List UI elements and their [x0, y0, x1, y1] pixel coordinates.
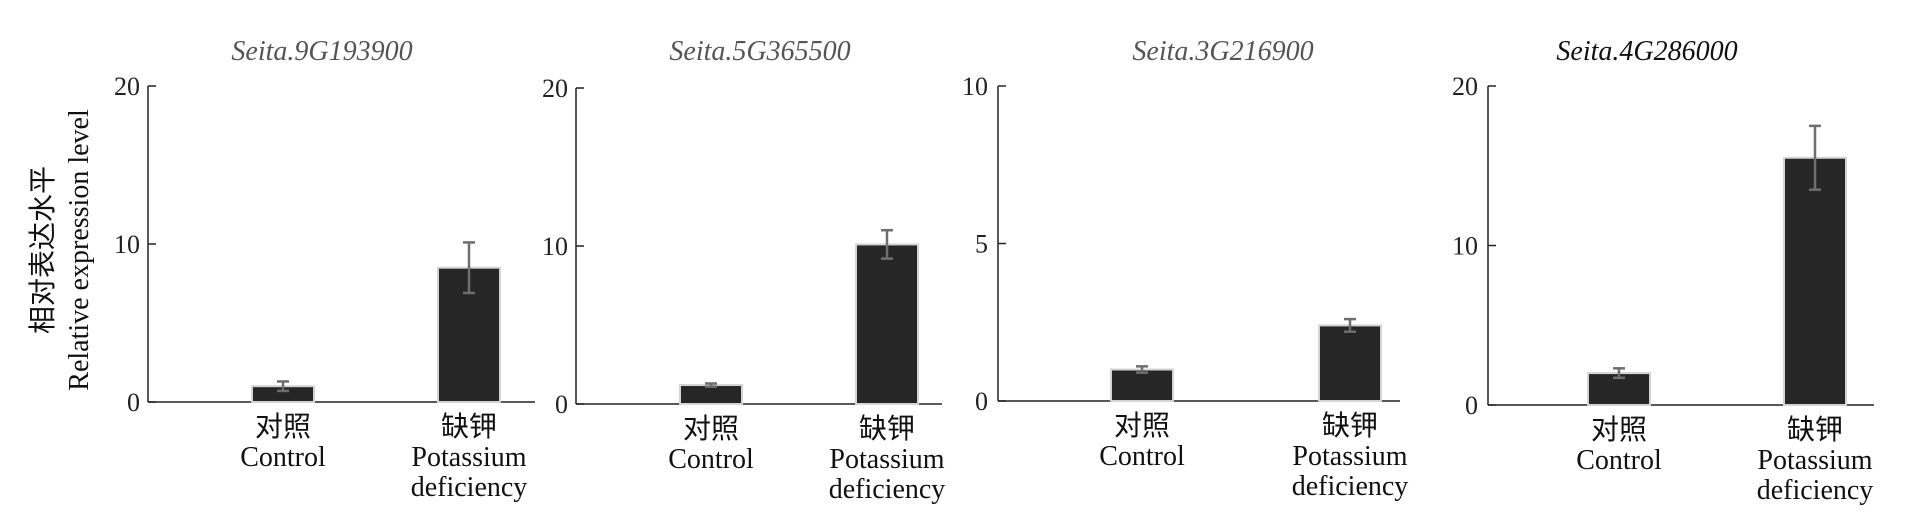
category-label-en: Potassium: [1757, 445, 1872, 476]
category-label-zh: 缺钾: [1322, 410, 1378, 442]
bar-control: [679, 384, 743, 406]
y-tick-label: 10: [962, 72, 988, 101]
category-label-zh: 对照: [683, 413, 739, 445]
bar-potassium-deficiency: [1318, 324, 1382, 402]
bar-control: [1110, 368, 1174, 402]
category-label-en: Control: [1099, 441, 1185, 472]
chart-title: Seita.9G193900: [231, 36, 412, 67]
y-tick-label: 10: [114, 230, 140, 259]
y-tick-label: 0: [1465, 391, 1478, 420]
y-tick-label: 0: [975, 387, 988, 416]
y-axis-label-zh: 相对表达水平: [27, 166, 59, 334]
bar-potassium-deficiency: [1783, 156, 1847, 406]
category-label-zh: 缺钾: [859, 413, 915, 445]
y-tick-label: 20: [1452, 72, 1478, 101]
category-label-en: Potassium: [411, 442, 526, 473]
bar-potassium-deficiency: [855, 243, 919, 405]
chart-title: Seita.4G286000: [1556, 36, 1737, 67]
y-axis-label: 相对表达水平 Relative expression level: [27, 109, 95, 391]
category-label-zh: 对照: [255, 411, 311, 443]
category-label-zh: 缺钾: [441, 411, 497, 443]
category-label-zh: 缺钾: [1787, 414, 1843, 446]
chart-panels: Seita.9G19390001020对照Control缺钾Potassiumd…: [114, 36, 1874, 506]
category-label-zh: 对照: [1114, 410, 1170, 442]
category-label-en: deficiency: [411, 472, 528, 503]
category-label-en: deficiency: [1292, 471, 1409, 502]
category-label-en: Control: [668, 444, 754, 475]
y-tick-label: 0: [555, 390, 568, 419]
chart-title: Seita.5G365500: [669, 36, 850, 67]
y-axis-label-en: Relative expression level: [64, 109, 95, 391]
category-label-en: deficiency: [829, 474, 946, 505]
category-label-en: Potassium: [1292, 441, 1407, 472]
category-label-en: Control: [1576, 445, 1662, 476]
y-tick-label: 20: [542, 74, 568, 103]
y-tick-label: 10: [542, 232, 568, 261]
category-label-en: deficiency: [1757, 475, 1874, 506]
category-label-en: Potassium: [829, 444, 944, 475]
chart-title: Seita.3G216900: [1132, 36, 1313, 67]
y-tick-label: 0: [127, 388, 140, 417]
y-tick-label: 20: [114, 72, 140, 101]
category-label-zh: 对照: [1591, 414, 1647, 446]
y-tick-label: 10: [1452, 232, 1478, 261]
y-tick-label: 5: [975, 230, 988, 259]
category-label-en: Control: [240, 442, 326, 473]
